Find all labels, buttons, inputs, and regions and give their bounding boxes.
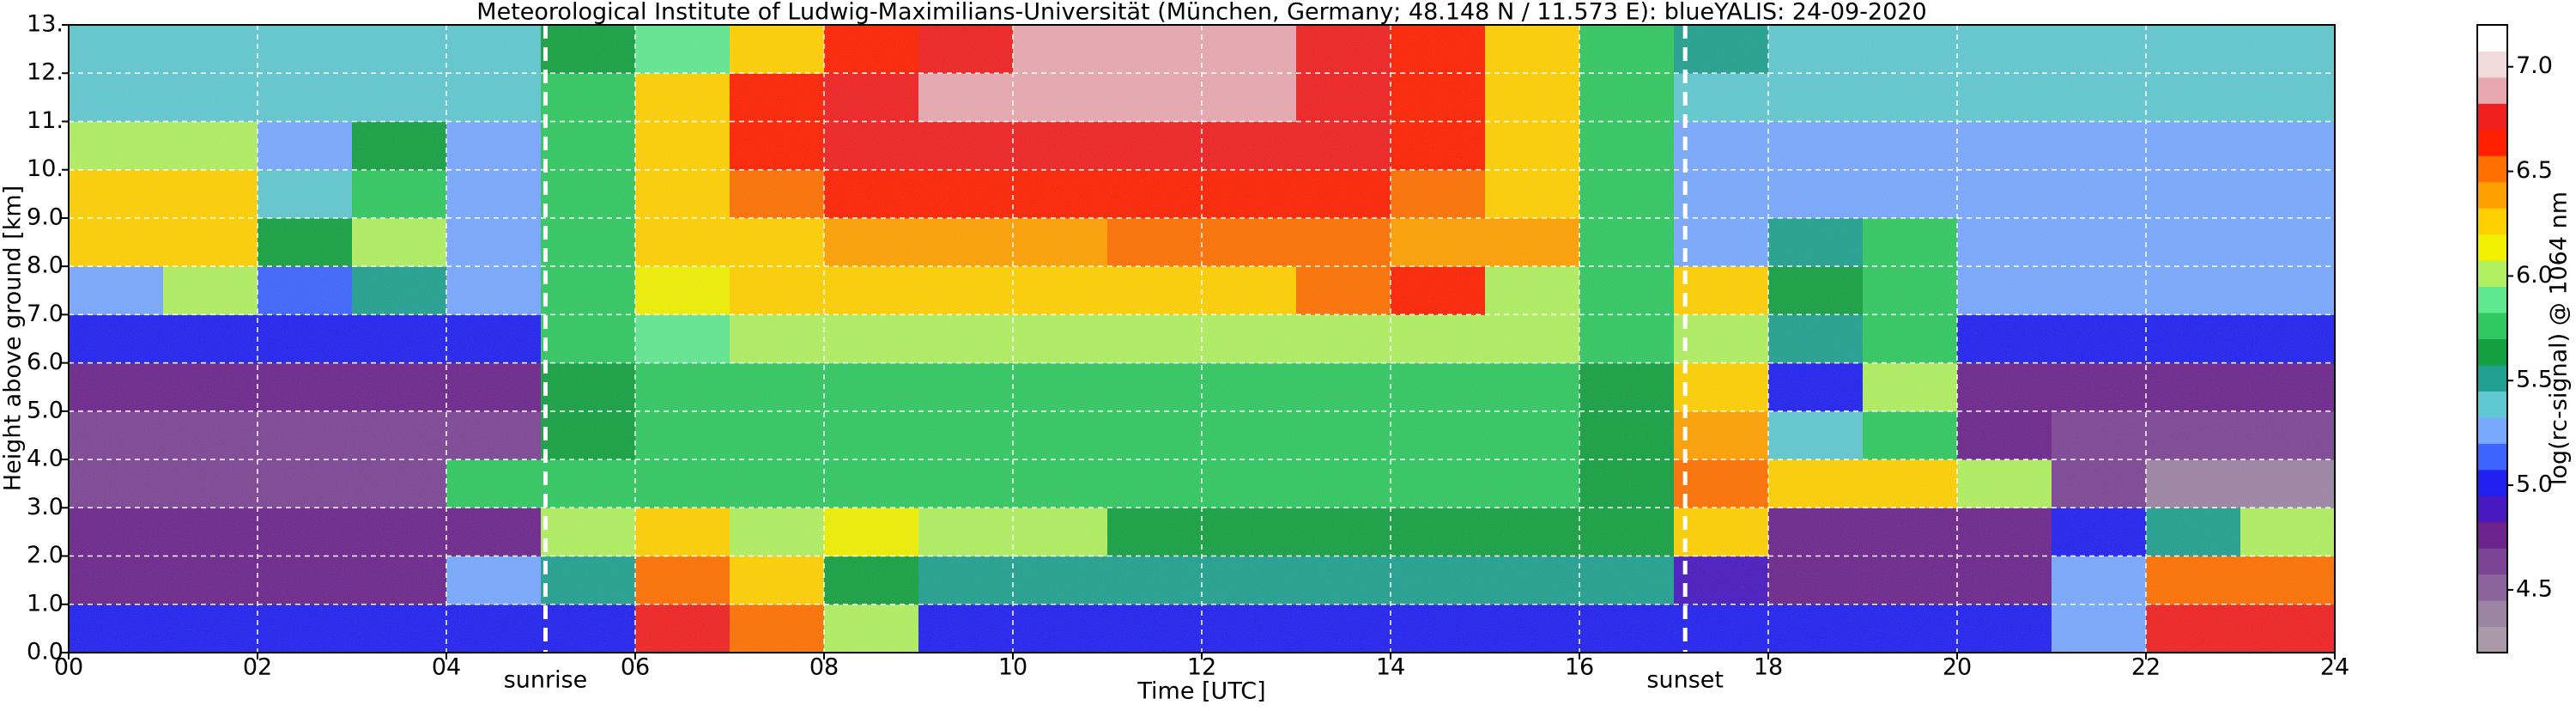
colorbar-segment — [2477, 600, 2507, 628]
colorbar-segment — [2477, 391, 2507, 418]
colorbar-tick-label: 6.5 — [2516, 157, 2553, 184]
colorbar-segment — [2477, 260, 2507, 288]
plot-frame — [68, 24, 2336, 653]
x-axis-label: Time [UTC] — [1136, 678, 1265, 705]
y-tick-label: 0.0 — [27, 639, 64, 665]
colorbar-segment — [2477, 548, 2507, 575]
colorbar-tick-label: 7.0 — [2516, 52, 2553, 79]
colorbar-segment — [2477, 234, 2507, 261]
colorbar-frame — [2476, 24, 2508, 653]
colorbar-segment — [2477, 443, 2507, 471]
x-tick-label: 00 — [54, 654, 83, 681]
colorbar-segment — [2477, 286, 2507, 313]
colorbar-segment — [2477, 103, 2507, 131]
colorbar-tick-label: 6.0 — [2516, 262, 2553, 289]
colorbar-segment — [2477, 338, 2507, 366]
y-tick-label: 6.0 — [27, 349, 64, 375]
x-tick-label: 04 — [432, 654, 461, 681]
y-tick-label: 9.0 — [27, 204, 64, 230]
colorbar-tick-label: 4.5 — [2516, 575, 2553, 602]
y-tick-label: 1.0 — [27, 590, 64, 617]
colorbar-segment — [2477, 181, 2507, 209]
colorbar-segment — [2477, 25, 2507, 52]
y-tick-label: 10. — [27, 155, 64, 182]
y-tick-label: 8.0 — [27, 252, 64, 279]
y-tick-label: 4.0 — [27, 446, 64, 472]
colorbar-segment — [2477, 313, 2507, 339]
y-tick-label: 7.0 — [27, 301, 64, 327]
x-tick-label: 10 — [998, 654, 1027, 681]
colorbar-segment — [2477, 521, 2507, 549]
y-tick-label: 11. — [27, 107, 64, 134]
colorbar-segment — [2477, 495, 2507, 523]
colorbar-segment — [2477, 208, 2507, 235]
colorbar-tick-label: 5.0 — [2516, 471, 2553, 498]
x-tick-label: 20 — [1943, 654, 1972, 681]
x-tick-label: 02 — [243, 654, 272, 681]
x-tick-label: 12 — [1187, 654, 1216, 681]
y-axis-label: Height above ground [km] — [0, 185, 27, 491]
y-tick-label: 13. — [27, 11, 64, 38]
y-tick-label: 5.0 — [27, 397, 64, 423]
colorbar-tick-label: 5.5 — [2516, 367, 2553, 393]
colorbar-segment — [2477, 574, 2507, 601]
colorbar-segment — [2477, 129, 2507, 156]
x-tick-label: 22 — [2131, 654, 2161, 681]
x-tick-label: 06 — [621, 654, 650, 681]
annotation-label: sunrise — [504, 667, 588, 694]
colorbar-segment — [2477, 364, 2507, 392]
colorbar — [2476, 24, 2513, 653]
y-tick-label: 3.0 — [27, 494, 64, 520]
x-tick-label: 18 — [1754, 654, 1783, 681]
colorbar-segment — [2477, 416, 2507, 444]
colorbar-segment — [2477, 51, 2507, 78]
colorbar-segment — [2477, 469, 2507, 496]
x-tick-label: 14 — [1376, 654, 1405, 681]
x-tick-label: 08 — [809, 654, 839, 681]
annotation-label: sunset — [1646, 667, 1724, 694]
chart-title: Meteorological Institute of Ludwig-Maxim… — [476, 0, 1926, 26]
colorbar-segment — [2477, 155, 2507, 183]
x-tick-label: 16 — [1565, 654, 1594, 681]
overlay — [62, 24, 2336, 659]
colorbar-segment — [2477, 626, 2507, 653]
colorbar-segment — [2477, 76, 2507, 104]
x-tick-label: 24 — [2320, 654, 2349, 681]
y-tick-label: 12. — [27, 59, 64, 86]
colorbar-label: log(rc-signal) @ 1064 nm — [2546, 191, 2573, 485]
y-tick-label: 2.0 — [27, 542, 64, 568]
